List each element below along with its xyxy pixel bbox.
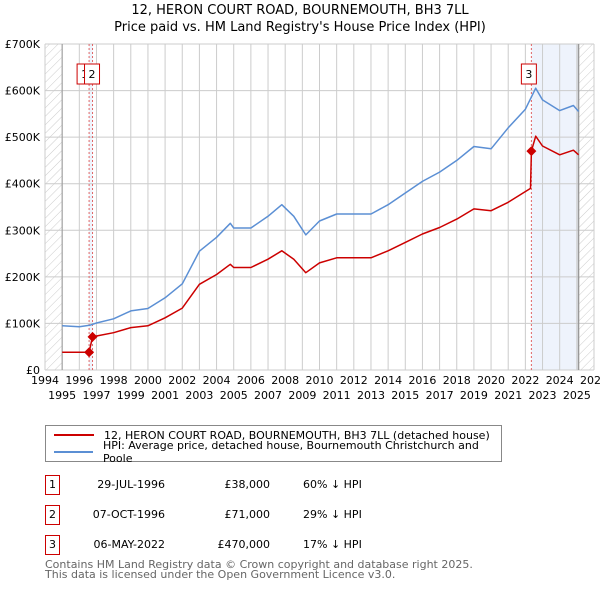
x-tick-label: 2007 (254, 389, 282, 402)
x-tick-label: 2018 (443, 374, 471, 387)
x-tick-label: 2006 (237, 374, 265, 387)
legend-label: 12, HERON COURT ROAD, BOURNEMOUTH, BH3 7… (104, 428, 490, 442)
x-tick-label: 2005 (220, 389, 248, 402)
sale-price: £71,000 (224, 508, 271, 521)
x-tick-label: 2022 (511, 374, 539, 387)
hpi-diff: 29% ↓ HPI (303, 508, 362, 521)
chart-title: 12, HERON COURT ROAD, BOURNEMOUTH, BH3 7… (131, 3, 469, 18)
ownership-shade (89, 44, 93, 370)
x-tick-label: 1998 (100, 374, 128, 387)
x-tick-label: 2012 (340, 374, 368, 387)
x-tick-label: 2010 (306, 374, 334, 387)
y-tick-label: £200K (5, 271, 41, 284)
sale-point (84, 347, 95, 358)
x-tick-label: 1995 (48, 389, 76, 402)
legend: 12, HERON COURT ROAD, BOURNEMOUTH, BH3 7… (45, 425, 502, 465)
y-tick-label: £100K (5, 317, 41, 330)
x-tick-label: 2002 (168, 374, 196, 387)
price-chart: 1994 1995 1996 1997 1998 1999 2000 2001 2002 2003… (5, 38, 600, 402)
hpi-diff: 60% ↓ HPI (303, 478, 362, 491)
x-tick-label: 2000 (134, 374, 162, 387)
x-tick-label: 2016 (408, 374, 436, 387)
x-tick-label: 2024 (546, 374, 574, 387)
y-tick-label: £0 (26, 364, 40, 377)
x-tick-label: 2008 (271, 374, 299, 387)
x-tick-label: 1999 (117, 389, 145, 402)
sale-label: 3 (525, 68, 532, 81)
x-tick-label: 2019 (460, 389, 488, 402)
legend-swatch-red (54, 434, 94, 436)
x-tick-label: 2004 (203, 374, 231, 387)
x-tick-label: 2023 (529, 389, 557, 402)
sale-label-box (84, 63, 101, 85)
property-price-line (62, 135, 580, 354)
footer-line: Contains HM Land Registry data © Crown c… (45, 558, 473, 571)
hpi-diff: 17% ↓ HPI (303, 538, 362, 551)
y-tick-label: £500K (5, 131, 41, 144)
hpi-line (62, 87, 580, 328)
x-tick-label: 2021 (494, 389, 522, 402)
sale-date: 06-MAY-2022 (93, 538, 165, 551)
sale-point (526, 146, 537, 157)
y-tick-label: £300K (5, 224, 41, 237)
y-tick-label: £400K (5, 178, 41, 191)
chart-subtitle: Price paid vs. HM Land Registry's House … (114, 20, 486, 35)
sale-label: 2 (89, 68, 96, 81)
sale-price: £470,000 (217, 538, 271, 551)
legend-item-property: 12, HERON COURT ROAD, BOURNEMOUTH, BH3 7… (54, 427, 490, 443)
x-tick-label: 2025 (563, 389, 591, 402)
sale-price: £38,000 (224, 478, 271, 491)
no-data-region-right (578, 44, 594, 370)
y-tick-label: £700K (5, 38, 41, 51)
row-number-badge: 3 (45, 535, 60, 555)
row-number-badge: 1 (45, 475, 60, 495)
no-data-region-left (45, 44, 63, 370)
x-tick-label: 1996 (65, 374, 93, 387)
x-tick-label: 2009 (288, 389, 316, 402)
x-tick-label: 1994 (31, 374, 59, 387)
x-tick-label: 2026 (580, 374, 600, 387)
footer-line: This data is licensed under the Open Gov… (45, 568, 396, 581)
sale-label-box (520, 63, 537, 85)
x-tick-label: 2001 (151, 389, 179, 402)
row-number-badge: 2 (45, 505, 60, 525)
sale-date: 29-JUL-1996 (97, 478, 165, 491)
x-tick-label: 2017 (426, 389, 454, 402)
legend-swatch-blue (54, 451, 93, 453)
sale-point (87, 331, 98, 342)
footer: Contains HM Land Registry data © Crown c… (45, 558, 473, 581)
x-tick-label: 2014 (374, 374, 402, 387)
x-tick-label: 2013 (357, 389, 385, 402)
x-tick-label: 2011 (323, 389, 351, 402)
legend-item-hpi: HPI: Average price, detached house, Bour… (54, 439, 501, 465)
y-tick-label: £600K (5, 85, 41, 98)
sale-date: 07-OCT-1996 (92, 508, 165, 521)
x-tick-label: 2020 (477, 374, 505, 387)
legend-label: HPI: Average price, detached house, Bour… (102, 439, 479, 465)
x-tick-label: 1997 (82, 389, 110, 402)
ownership-shade (531, 44, 579, 370)
x-tick-label: 2015 (391, 389, 419, 402)
x-tick-label: 2003 (185, 389, 213, 402)
